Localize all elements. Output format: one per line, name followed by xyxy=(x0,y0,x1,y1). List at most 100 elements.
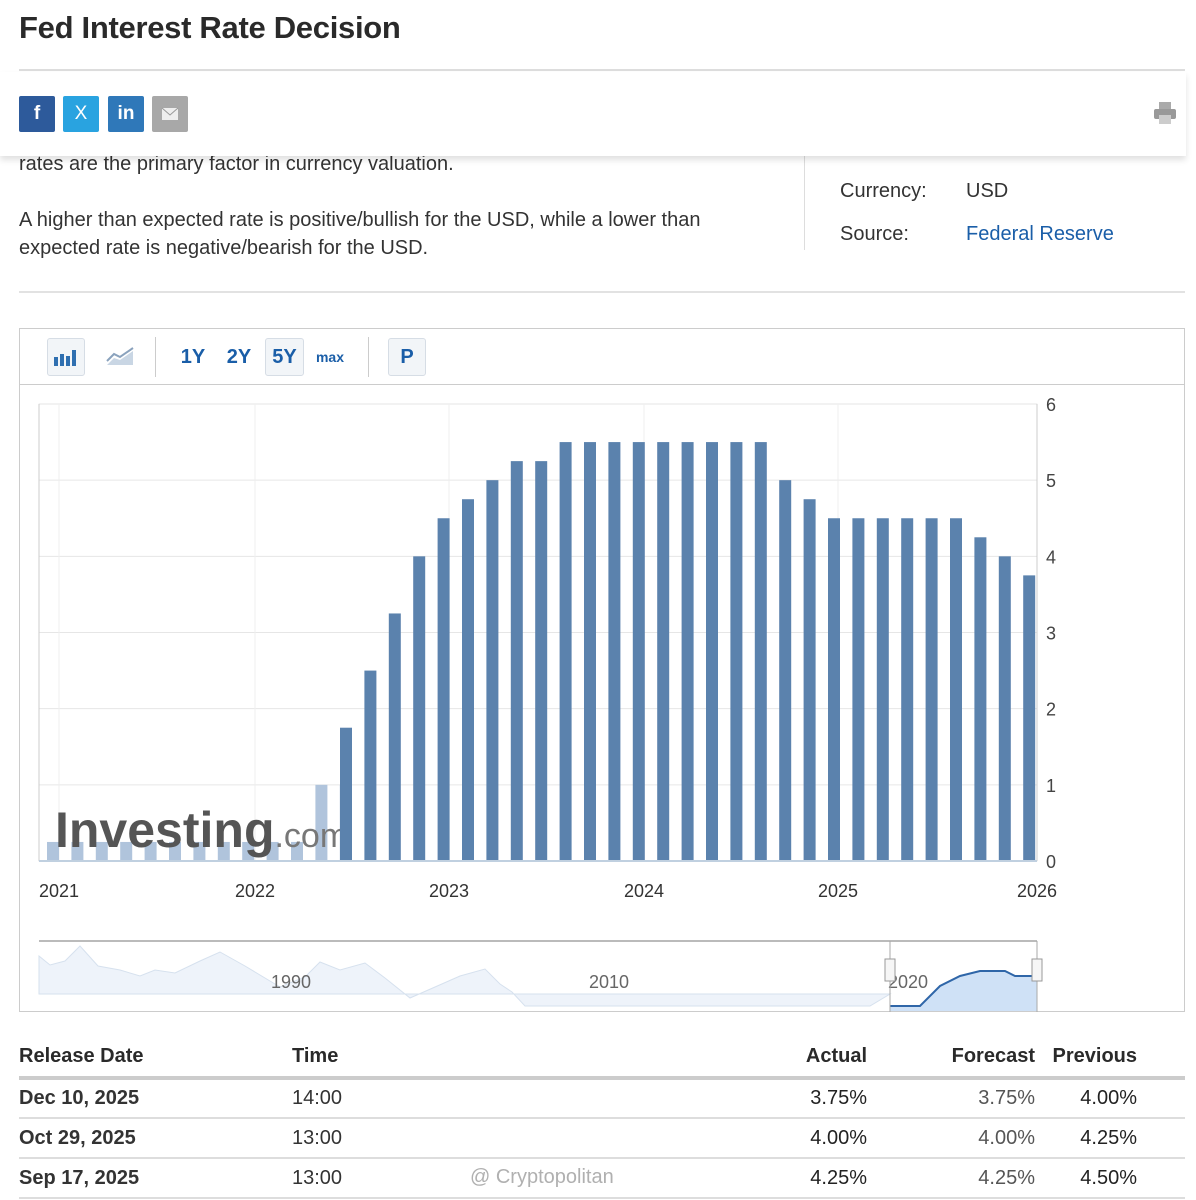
area-chart-button[interactable] xyxy=(100,338,140,376)
bar xyxy=(925,518,938,861)
y-tick-label: 4 xyxy=(1046,547,1056,567)
cell-actual: 4.00% xyxy=(717,1118,867,1159)
bar xyxy=(584,442,596,861)
bar-faded xyxy=(120,841,133,861)
email-share-button[interactable] xyxy=(152,96,188,132)
bar-faded xyxy=(47,841,59,861)
page-title: Fed Interest Rate Decision xyxy=(19,10,401,45)
cell-previous: 4.00% xyxy=(1035,1078,1185,1119)
bar xyxy=(437,518,450,861)
bar-chart-icon xyxy=(54,350,76,366)
bar-faded xyxy=(193,841,206,861)
facebook-icon: f xyxy=(33,103,41,124)
bar xyxy=(828,518,840,861)
cell-forecast: 4.25% xyxy=(867,1158,1035,1199)
bar xyxy=(388,613,401,861)
cell-time: 13:00 xyxy=(292,1118,717,1159)
bar xyxy=(681,442,694,861)
bar-faded xyxy=(71,841,84,861)
p-button[interactable]: P xyxy=(388,338,426,376)
currency-row: Currency: USD xyxy=(840,180,1008,203)
currency-label: Currency: xyxy=(840,180,927,202)
navigator-tick-label: 2020 xyxy=(888,972,928,992)
printer-icon[interactable] xyxy=(1152,100,1178,126)
cell-forecast: 4.00% xyxy=(867,1118,1035,1159)
bar-faded xyxy=(217,841,230,861)
y-tick-label: 6 xyxy=(1046,395,1056,415)
range-2y-button[interactable]: 2Y xyxy=(226,345,252,368)
divider xyxy=(368,337,369,377)
cell-actual: 3.75% xyxy=(717,1078,867,1119)
cell-previous: 4.50% xyxy=(1035,1158,1185,1199)
range-max-button[interactable]: max xyxy=(315,349,345,365)
bar xyxy=(779,480,792,861)
bar xyxy=(535,461,548,861)
x-tick-label: 2024 xyxy=(624,881,664,901)
cell-time: 13:00 xyxy=(292,1158,717,1199)
bar xyxy=(754,442,767,861)
bar-faded xyxy=(95,841,108,861)
bar-faded xyxy=(242,841,255,861)
bar xyxy=(657,442,670,861)
x-icon: X xyxy=(74,103,88,124)
bar xyxy=(462,499,474,861)
x-tick-label: 2022 xyxy=(235,881,275,901)
bar-faded xyxy=(315,784,328,861)
cell-release-date: Dec 10, 2025 xyxy=(19,1078,292,1119)
twitter-share-button[interactable]: X xyxy=(63,96,99,132)
bar xyxy=(608,442,621,861)
currency-value: USD xyxy=(966,180,1009,202)
bar xyxy=(803,499,816,861)
source-link[interactable]: Federal Reserve xyxy=(966,223,1114,245)
bar xyxy=(340,727,352,861)
y-tick-label: 3 xyxy=(1046,624,1056,644)
table-row: Oct 29, 2025 13:00 4.00% 4.00% 4.25% xyxy=(19,1118,1185,1159)
x-tick-label: 2021 xyxy=(39,881,79,901)
cell-previous: 4.25% xyxy=(1035,1118,1185,1159)
range-5y-button[interactable]: 5Y xyxy=(265,338,304,376)
facebook-share-button[interactable]: f xyxy=(19,96,55,132)
navigator-selected-area xyxy=(890,971,1037,1011)
linkedin-share-button[interactable]: in xyxy=(108,96,144,132)
investing-logo: Investing.com xyxy=(55,802,348,858)
bar-chart: 0 1 2 3 4 5 6 2021 2022 2023 2024 2025 2026 Investing… xyxy=(38,395,1057,1012)
chart-toolbar: 1Y 2Y 5Y max P xyxy=(20,329,1184,385)
header-previous: Previous xyxy=(1035,1036,1185,1080)
table-header-row: Release Date Time Actual Forecast Previo… xyxy=(19,1036,1185,1080)
history-table: Release Date Time Actual Forecast Previo… xyxy=(19,1036,1185,1199)
bar xyxy=(876,518,889,861)
bar xyxy=(706,442,718,861)
navigator-handle[interactable] xyxy=(1031,958,1043,982)
bar xyxy=(559,442,572,861)
header-release-date: Release Date xyxy=(19,1036,292,1080)
header-forecast: Forecast xyxy=(867,1036,1035,1080)
navigator-tick-label: 2010 xyxy=(589,972,629,992)
navigator-handle[interactable] xyxy=(884,958,896,982)
y-tick-label: 2 xyxy=(1046,700,1056,720)
bar xyxy=(486,480,499,861)
table-row: Dec 10, 2025 14:00 3.75% 3.75% 4.00% xyxy=(19,1078,1185,1119)
divider xyxy=(155,337,156,377)
y-tick-label: 0 xyxy=(1046,852,1056,872)
bar-faded xyxy=(266,841,279,861)
bar xyxy=(364,670,377,861)
bar xyxy=(510,461,523,861)
cell-time: 14:00 xyxy=(292,1078,717,1119)
range-1y-button[interactable]: 1Y xyxy=(180,345,206,368)
table-row: Sep 17, 2025 13:00 4.25% 4.25% 4.50% xyxy=(19,1158,1185,1199)
y-tick-label: 5 xyxy=(1046,471,1056,491)
source-label: Source: xyxy=(840,223,909,245)
navigator-selected-line xyxy=(890,970,1037,1007)
bar-faded xyxy=(144,841,157,861)
bar-chart-button[interactable] xyxy=(47,338,85,376)
cell-release-date: Oct 29, 2025 xyxy=(19,1118,292,1159)
bar-faded xyxy=(169,841,181,861)
bar xyxy=(1023,575,1036,861)
cell-actual: 4.25% xyxy=(717,1158,867,1199)
linkedin-icon: in xyxy=(117,103,135,124)
description-paragraph: A higher than expected rate is positive/… xyxy=(19,209,701,259)
divider xyxy=(19,69,1185,71)
header-time: Time xyxy=(292,1036,717,1080)
bar xyxy=(974,537,987,861)
divider xyxy=(804,140,805,250)
